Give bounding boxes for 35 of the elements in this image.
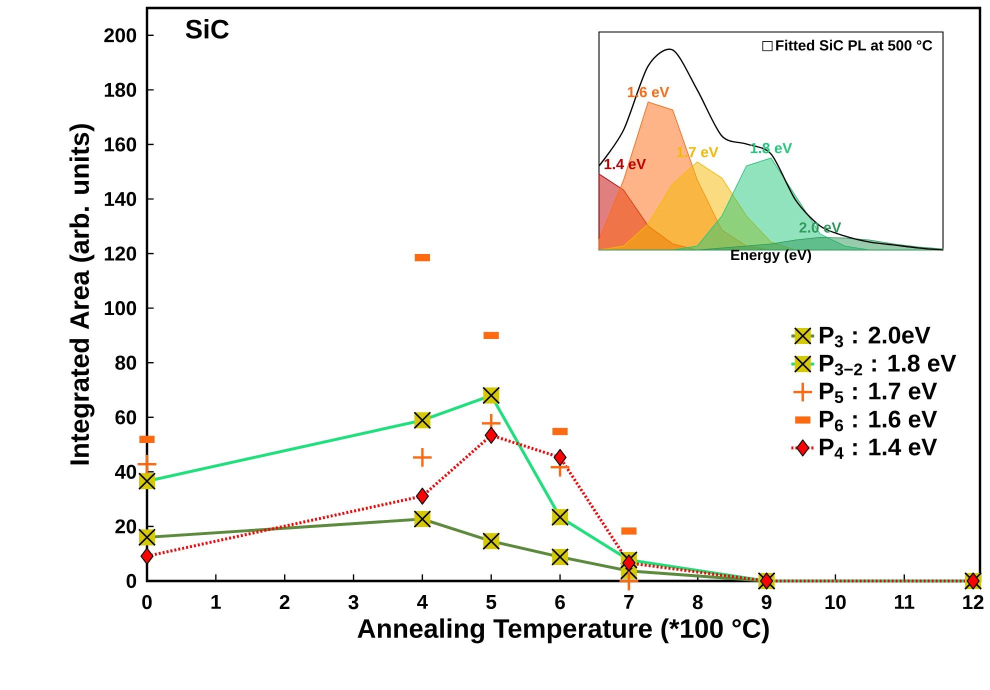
- x-tick-label: 12: [963, 595, 984, 610]
- y-tick-label: 60: [115, 410, 136, 424]
- x-tick-label: 0: [142, 595, 152, 610]
- y-tick-label: 40: [115, 464, 136, 479]
- series-label: 1.4 eV: [604, 159, 646, 170]
- y-tick-label: 80: [115, 356, 136, 370]
- x-axis-title: Energy (eV): [731, 249, 812, 264]
- y-tick-label: 120: [104, 246, 136, 261]
- x-tick-label: 2: [280, 595, 290, 610]
- legend-label: P$_{4}$ : 1.4 eV: [820, 438, 938, 459]
- y-tick-label: 180: [104, 82, 136, 97]
- y-tick-label: 200: [104, 28, 136, 42]
- x-tick-label: 10: [826, 595, 846, 610]
- x-tick-label: 8: [692, 595, 703, 610]
- y-tick-label: 160: [104, 137, 136, 152]
- x-tick-label: 7: [624, 595, 634, 609]
- legend-label: Fitted SiC PL at 500 °C: [776, 40, 932, 51]
- y-tick-label: 100: [104, 301, 136, 316]
- y-tick-label: 20: [115, 519, 136, 534]
- y-tick-label: 140: [104, 192, 136, 206]
- legend-label: P$_{3}$ : 2.0eV: [820, 326, 930, 348]
- x-axis-title: Annealing Temperature (*100 °C): [358, 618, 769, 644]
- x-tick-label: 5: [486, 595, 496, 609]
- x-tick-label: 11: [894, 595, 914, 609]
- y-axis-title: Integrated Area (arb. units): [69, 124, 94, 464]
- legend-label: P$_{5}$ : 1.7 eV: [820, 382, 938, 404]
- x-tick-label: 6: [555, 595, 565, 610]
- y-tick-label: 0: [126, 574, 136, 588]
- x-tick-label: 9: [762, 595, 772, 610]
- x-tick-label: 4: [417, 595, 428, 609]
- x-tick-label: 3: [348, 595, 358, 610]
- x-tick-label: 1: [212, 595, 221, 609]
- chart-title: SiC: [186, 19, 229, 39]
- legend-label: P$_{6}$ : 1.6 eV: [820, 410, 938, 432]
- legend-label: P$_{3−2}$ : 1.8 eV: [820, 354, 956, 376]
